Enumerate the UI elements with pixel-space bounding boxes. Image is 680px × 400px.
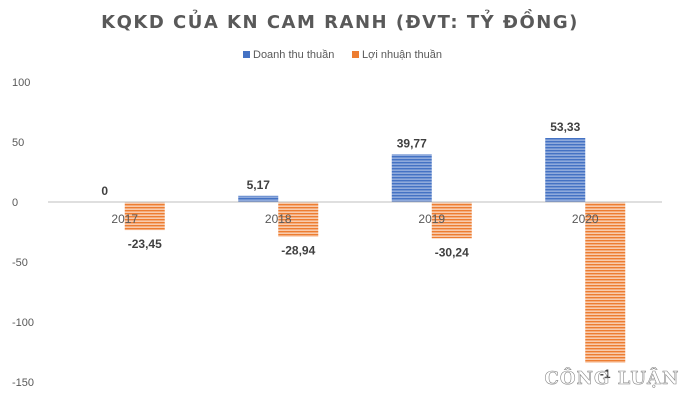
bar-profit xyxy=(431,202,472,239)
bar-profit xyxy=(124,202,165,231)
data-label-profit: -1 xyxy=(600,367,611,381)
legend-label-revenue: Doanh thu thuần xyxy=(253,49,334,61)
legend-swatch-revenue xyxy=(243,51,250,58)
data-label-profit: -23,45 xyxy=(128,237,162,251)
y-axis-ticks: 100 50 0 -50 -100 -150 xyxy=(12,77,34,389)
data-label-revenue: 39,77 xyxy=(397,136,427,150)
data-labels: 0 -23,45 5,17 -28,94 39,77 -30,24 53,33 -1 xyxy=(101,120,611,381)
watermark: CÔNG LUẬN xyxy=(545,366,680,389)
chart-title: KQKD CỦA KN CAM RANH (ĐVT: TỶ ĐỒNG) xyxy=(101,9,579,33)
bar-revenue xyxy=(238,195,279,202)
data-label-profit: -28,94 xyxy=(281,244,315,258)
data-label-revenue: 53,33 xyxy=(550,120,580,134)
bar-profit xyxy=(278,202,319,237)
legend-label-profit: Lợi nhuận thuần xyxy=(362,49,442,61)
category-label: 2017 xyxy=(111,212,138,226)
y-tick-label: 50 xyxy=(12,137,24,149)
legend: Doanh thu thuần Lợi nhuận thuần xyxy=(243,49,442,61)
y-tick-label: 100 xyxy=(12,77,30,89)
bar-profit xyxy=(585,202,626,363)
data-label-profit: -30,24 xyxy=(435,245,469,259)
data-label-revenue: 5,17 xyxy=(247,178,271,192)
bars xyxy=(124,138,626,363)
bar-revenue xyxy=(545,138,586,202)
data-label-revenue: 0 xyxy=(101,184,108,198)
legend-swatch-profit xyxy=(352,51,359,58)
category-labels: 2017 2018 2019 2020 xyxy=(111,212,599,226)
category-label: 2019 xyxy=(418,212,445,226)
bar-revenue xyxy=(391,154,432,202)
y-tick-label: -150 xyxy=(12,377,34,389)
category-label: 2018 xyxy=(265,212,292,226)
category-label: 2020 xyxy=(572,212,599,226)
y-tick-label: -50 xyxy=(12,257,28,269)
y-tick-label: -100 xyxy=(12,317,34,329)
y-tick-label: 0 xyxy=(12,197,18,209)
